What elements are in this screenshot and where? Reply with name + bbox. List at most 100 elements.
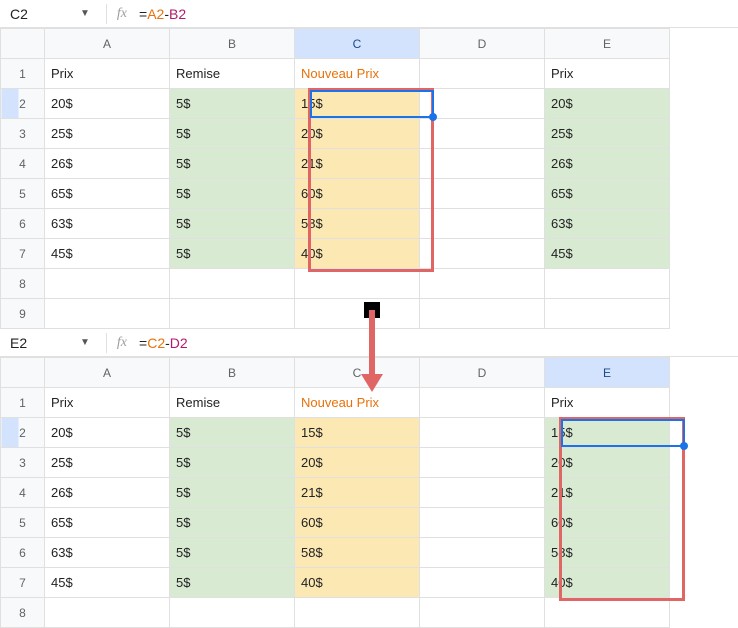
cell[interactable]: Prix	[45, 388, 170, 418]
cell[interactable]	[45, 598, 170, 628]
cell[interactable]	[420, 269, 545, 299]
name-box[interactable]: E2	[10, 335, 80, 351]
cell[interactable]: Nouveau Prix	[295, 388, 420, 418]
cell[interactable]: 25$	[45, 119, 170, 149]
row-header[interactable]: 3	[1, 448, 45, 478]
cell[interactable]	[420, 598, 545, 628]
cell[interactable]	[420, 418, 545, 448]
cell[interactable]: 45$	[545, 239, 670, 269]
cell[interactable]: 5$	[170, 478, 295, 508]
cell[interactable]	[420, 538, 545, 568]
cell[interactable]	[170, 269, 295, 299]
cell[interactable]: 26$	[545, 149, 670, 179]
cell[interactable]: 5$	[170, 418, 295, 448]
cell[interactable]: 21$	[545, 478, 670, 508]
cell[interactable]	[420, 568, 545, 598]
cell[interactable]: 5$	[170, 508, 295, 538]
name-box-dropdown-icon[interactable]: ▼	[80, 337, 90, 348]
col-header-B[interactable]: B	[170, 358, 295, 388]
cell[interactable]: 25$	[45, 448, 170, 478]
row-header[interactable]: 8	[1, 598, 45, 628]
cell[interactable]: 5$	[170, 538, 295, 568]
col-header-A[interactable]: A	[45, 29, 170, 59]
cell[interactable]: 20$	[45, 89, 170, 119]
cell[interactable]: 5$	[170, 448, 295, 478]
cell[interactable]	[420, 388, 545, 418]
cell[interactable]: 65$	[545, 179, 670, 209]
row-header[interactable]: 1	[1, 59, 45, 89]
cell[interactable]: 20$	[545, 448, 670, 478]
cell[interactable]: 63$	[45, 538, 170, 568]
cell[interactable]: 20$	[45, 418, 170, 448]
cell[interactable]: 21$	[295, 149, 420, 179]
cell[interactable]: 20$	[295, 448, 420, 478]
col-header-D[interactable]: D	[420, 29, 545, 59]
cell[interactable]: 26$	[45, 149, 170, 179]
cell[interactable]: 21$	[295, 478, 420, 508]
cell[interactable]: 63$	[45, 209, 170, 239]
cell[interactable]	[170, 299, 295, 329]
cell[interactable]: 5$	[170, 568, 295, 598]
col-header-A[interactable]: A	[45, 358, 170, 388]
cell[interactable]: Remise	[170, 59, 295, 89]
formula-input[interactable]: =A2-B2	[139, 6, 186, 22]
row-header[interactable]: 5	[1, 508, 45, 538]
row-header[interactable]: 6	[1, 538, 45, 568]
grid-bottom[interactable]: A B C D E 1 Prix Remise Nouveau Prix Pri…	[0, 357, 670, 628]
cell[interactable]	[295, 269, 420, 299]
col-header-B[interactable]: B	[170, 29, 295, 59]
row-header[interactable]: 7	[1, 568, 45, 598]
cell[interactable]: 5$	[170, 239, 295, 269]
row-header[interactable]: 4	[1, 478, 45, 508]
col-header-E[interactable]: E	[545, 29, 670, 59]
cell[interactable]: 5$	[170, 149, 295, 179]
cell[interactable]: 20$	[295, 119, 420, 149]
cell[interactable]	[420, 239, 545, 269]
cell[interactable]: Nouveau Prix	[295, 59, 420, 89]
cell[interactable]: 63$	[545, 209, 670, 239]
row-header[interactable]: 3	[1, 119, 45, 149]
cell[interactable]: 5$	[170, 89, 295, 119]
cell[interactable]	[170, 598, 295, 628]
cell[interactable]: Prix	[45, 59, 170, 89]
cell[interactable]: 5$	[170, 179, 295, 209]
cell[interactable]: 15$	[295, 418, 420, 448]
name-box-dropdown-icon[interactable]: ▼	[80, 8, 90, 19]
cell[interactable]	[420, 508, 545, 538]
cell[interactable]: 15$	[295, 89, 420, 119]
cell[interactable]: 5$	[170, 119, 295, 149]
row-header[interactable]: 2	[1, 418, 45, 448]
cell[interactable]	[45, 269, 170, 299]
cell[interactable]: 45$	[45, 568, 170, 598]
cell[interactable]	[295, 299, 420, 329]
cell[interactable]: 40$	[295, 239, 420, 269]
cell[interactable]: 65$	[45, 508, 170, 538]
cell[interactable]: Prix	[545, 388, 670, 418]
cell[interactable]: Prix	[545, 59, 670, 89]
cell[interactable]: 25$	[545, 119, 670, 149]
cell[interactable]: 26$	[45, 478, 170, 508]
cell[interactable]	[420, 209, 545, 239]
row-header[interactable]: 6	[1, 209, 45, 239]
cell[interactable]: 58$	[295, 209, 420, 239]
name-box[interactable]: C2	[10, 6, 80, 22]
cell[interactable]	[295, 598, 420, 628]
cell[interactable]: 5$	[170, 209, 295, 239]
row-header[interactable]: 9	[1, 299, 45, 329]
cell[interactable]: 60$	[295, 508, 420, 538]
col-header-C[interactable]: C	[295, 358, 420, 388]
cell[interactable]: 60$	[295, 179, 420, 209]
formula-input[interactable]: =C2-D2	[139, 335, 188, 351]
cell[interactable]: 40$	[545, 568, 670, 598]
col-header-C[interactable]: C	[295, 29, 420, 59]
cell[interactable]	[420, 89, 545, 119]
cell[interactable]	[420, 59, 545, 89]
row-header[interactable]: 2	[1, 89, 45, 119]
cell[interactable]	[420, 149, 545, 179]
row-header[interactable]: 8	[1, 269, 45, 299]
cell[interactable]	[545, 269, 670, 299]
row-header[interactable]: 4	[1, 149, 45, 179]
cell[interactable]: 58$	[545, 538, 670, 568]
cell[interactable]	[45, 299, 170, 329]
cell[interactable]: 15$	[545, 418, 670, 448]
